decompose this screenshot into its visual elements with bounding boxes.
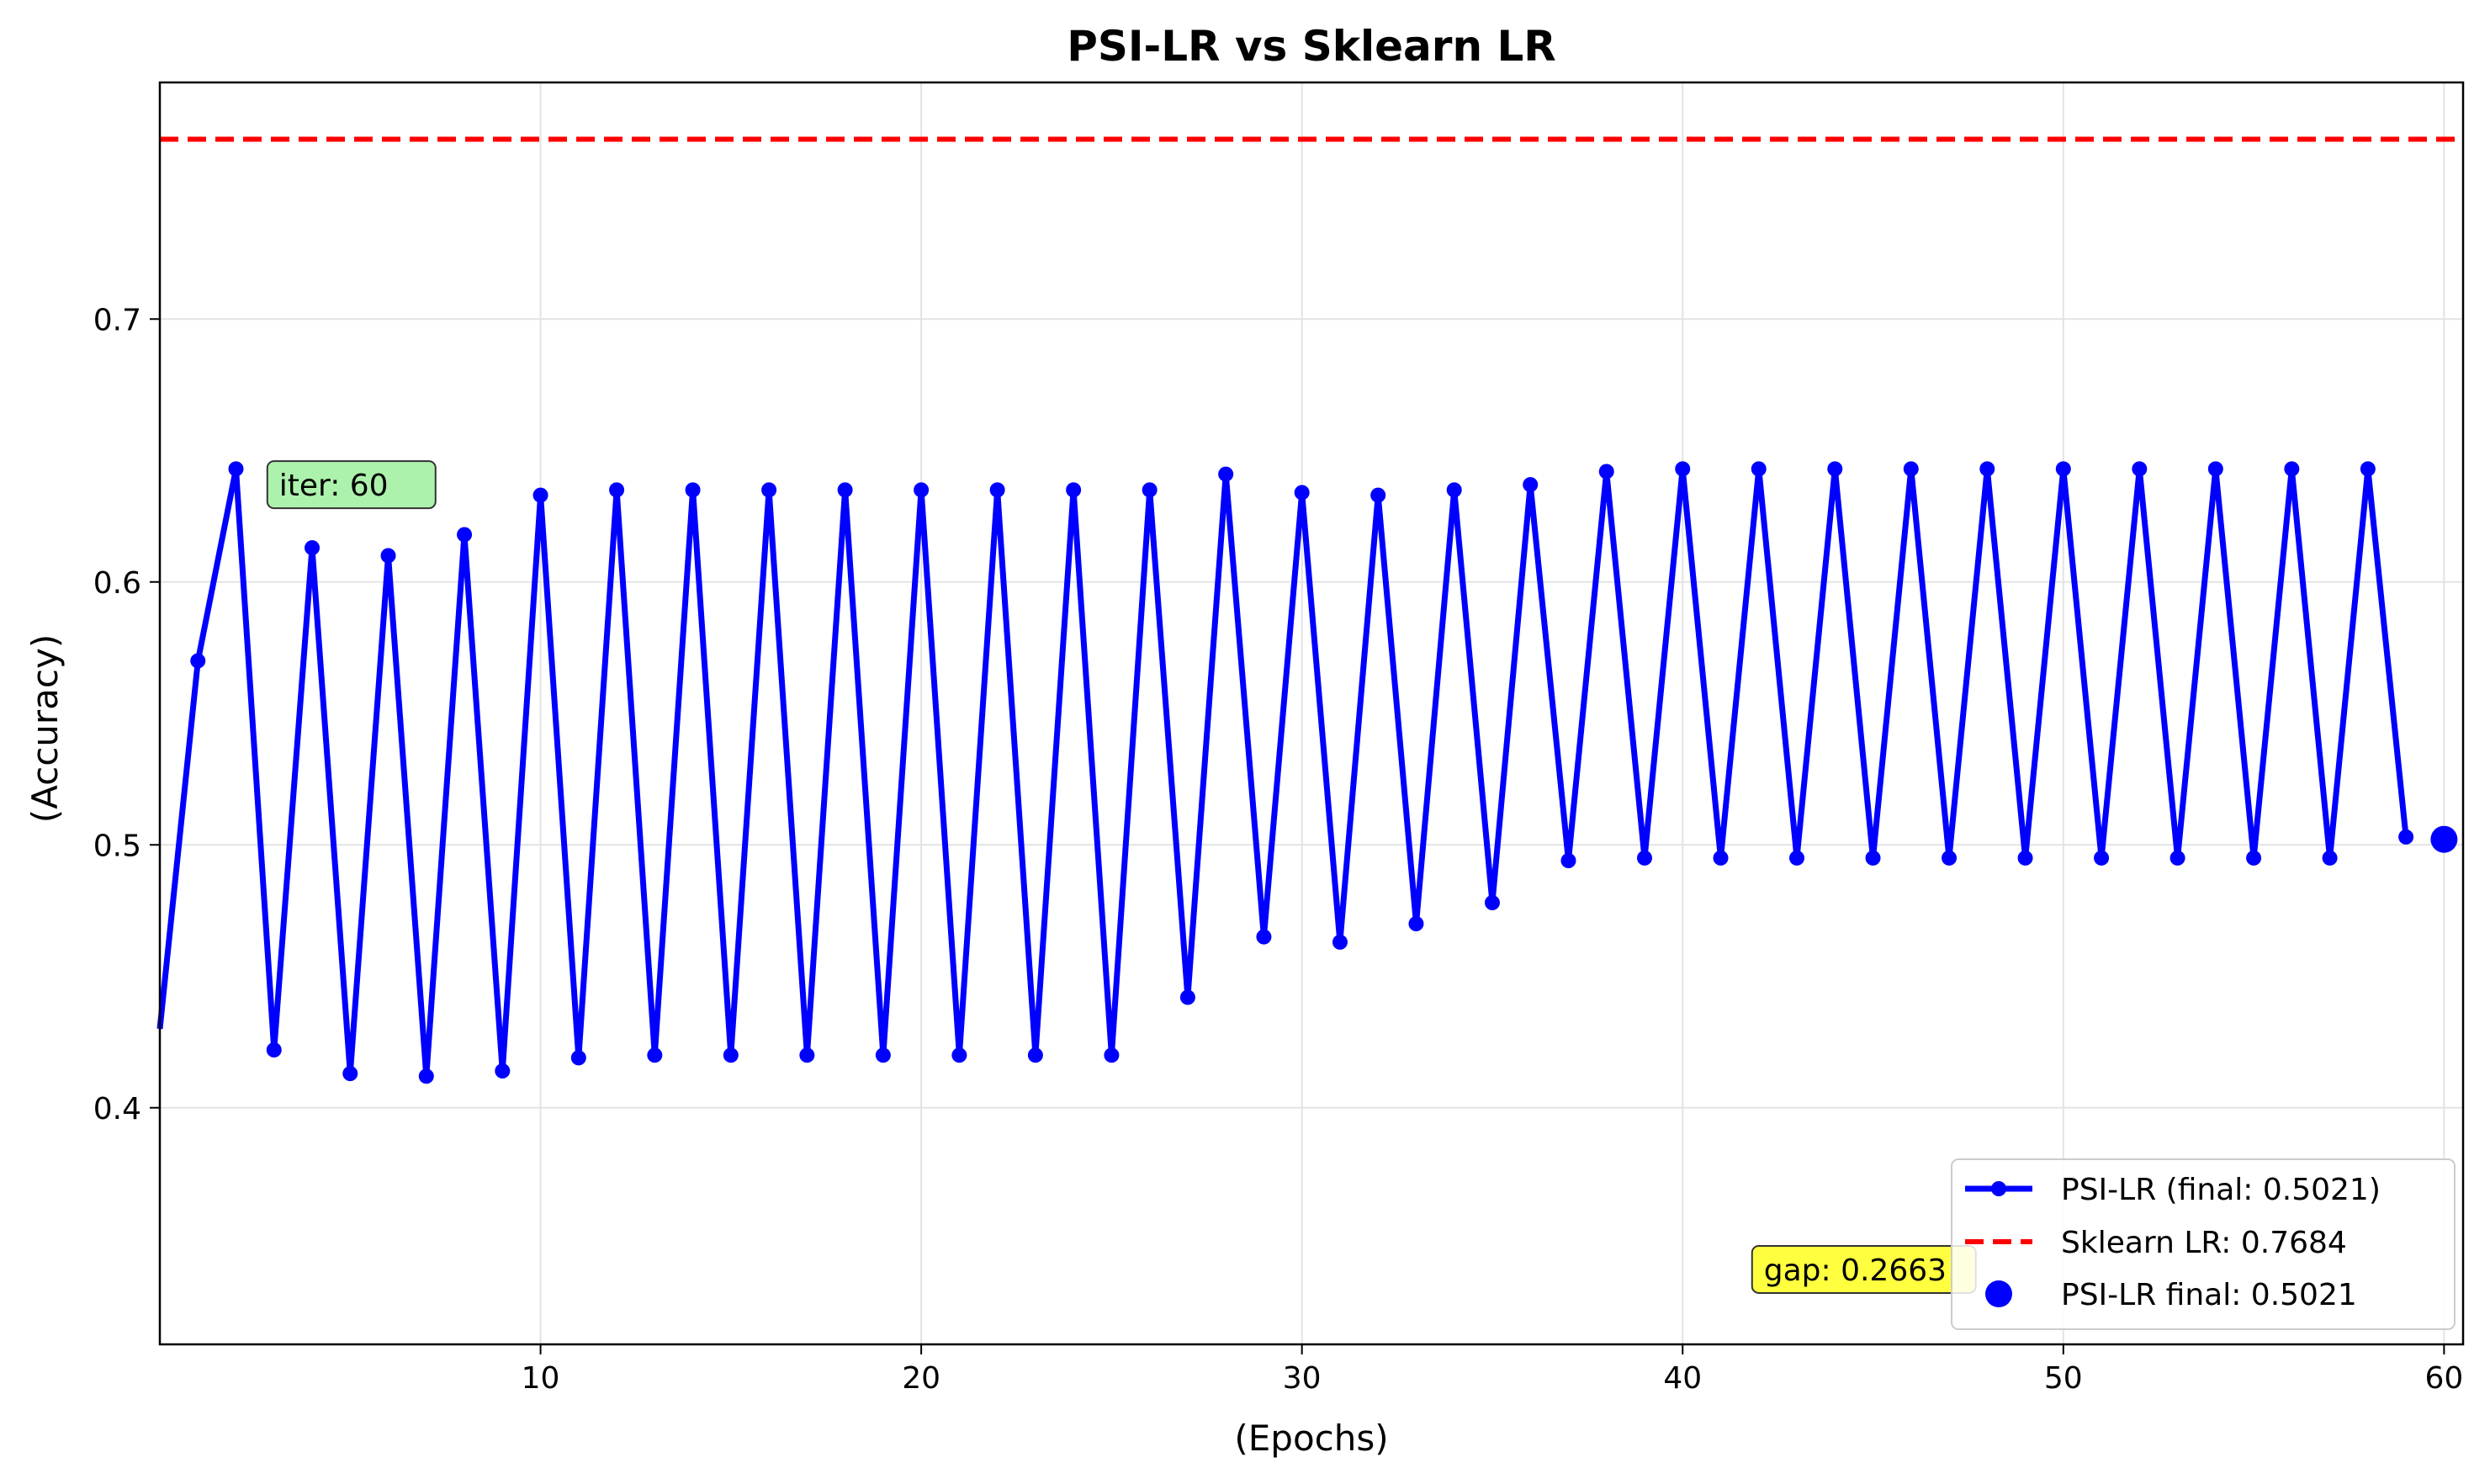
legend-label: PSI-LR (final: 0.5021) bbox=[2061, 1173, 2381, 1207]
annotation-box bbox=[266, 460, 437, 510]
psi-lr-point bbox=[685, 482, 701, 498]
psi-lr-point bbox=[1066, 482, 1082, 498]
annotation-text: iter: 60 bbox=[279, 469, 389, 503]
psi-lr-point bbox=[1636, 850, 1652, 866]
psi-lr-point bbox=[1027, 1047, 1043, 1063]
psi-lr-point bbox=[875, 1047, 891, 1063]
psi-lr-point bbox=[989, 482, 1005, 498]
psi-lr-point bbox=[305, 540, 321, 556]
psi-lr-point bbox=[914, 482, 930, 498]
psi-lr-point bbox=[1294, 485, 1310, 501]
legend-box bbox=[1951, 1158, 2456, 1330]
y-axis-label: (Accuracy) bbox=[24, 634, 66, 824]
x-tick-label: 60 bbox=[2424, 1361, 2463, 1396]
psi-lr-point bbox=[2284, 461, 2300, 477]
psi-lr-point bbox=[1789, 850, 1805, 866]
psi-lr-point bbox=[1179, 989, 1195, 1005]
psi-lr-point bbox=[190, 653, 206, 669]
x-tick-label: 10 bbox=[522, 1361, 560, 1396]
chart-title: PSI-LR vs Sklearn LR bbox=[1067, 22, 1556, 71]
psi-lr-point bbox=[2322, 850, 2338, 866]
psi-lr-point bbox=[2246, 850, 2262, 866]
psi-lr-point bbox=[2132, 461, 2148, 477]
psi-lr-point bbox=[1104, 1047, 1120, 1063]
psi-lr-point bbox=[2055, 461, 2071, 477]
x-tick-label: 40 bbox=[1663, 1361, 1702, 1396]
psi-lr-point bbox=[1218, 466, 1234, 482]
psi-lr-point bbox=[837, 482, 853, 498]
series-layer bbox=[156, 461, 2458, 1084]
x-tick-label: 50 bbox=[2044, 1361, 2083, 1396]
psi-lr-point bbox=[951, 1047, 967, 1063]
psi-lr-line bbox=[156, 468, 2409, 1077]
psi-lr-point bbox=[418, 1068, 434, 1084]
y-tick-label: 0.7 bbox=[93, 303, 141, 337]
annotation-text: gap: 0.2663 bbox=[1764, 1253, 1947, 1288]
psi-lr-point bbox=[2017, 850, 2033, 866]
psi-lr-point bbox=[2207, 461, 2223, 477]
psi-lr-point bbox=[1484, 895, 1500, 910]
psi-lr-final-point bbox=[2430, 825, 2458, 853]
x-axis-label: (Epochs) bbox=[1234, 1418, 1388, 1459]
psi-lr-point bbox=[1865, 850, 1881, 866]
y-tick-label: 0.6 bbox=[93, 566, 141, 601]
psi-lr-point bbox=[1332, 934, 1348, 950]
psi-lr-point bbox=[1560, 853, 1576, 868]
psi-lr-point bbox=[647, 1047, 663, 1063]
psi-lr-point bbox=[609, 482, 625, 498]
psi-lr-point bbox=[1370, 487, 1386, 503]
psi-lr-point bbox=[1446, 482, 1462, 498]
legend-label: Sklearn LR: 0.7684 bbox=[2061, 1226, 2347, 1260]
psi-lr-point bbox=[1142, 482, 1158, 498]
x-tick-label: 30 bbox=[1283, 1361, 1322, 1396]
psi-lr-point bbox=[495, 1063, 511, 1079]
psi-lr-point bbox=[342, 1066, 358, 1082]
ticks: 10 20 30 40 50 60 0.4 0.5 0.6 0.7 bbox=[93, 303, 2464, 1396]
psi-lr-point bbox=[723, 1047, 739, 1063]
legend-label: PSI-LR final: 0.5021 bbox=[2061, 1278, 2357, 1312]
psi-lr-point bbox=[2398, 829, 2414, 845]
psi-lr-point bbox=[1942, 850, 1958, 866]
psi-lr-point bbox=[380, 548, 396, 564]
psi-lr-point bbox=[266, 1042, 282, 1057]
psi-lr-point bbox=[1903, 461, 1919, 477]
y-tick-label: 0.5 bbox=[93, 829, 141, 863]
y-tick-label: 0.4 bbox=[93, 1092, 141, 1126]
x-tick-label: 20 bbox=[902, 1361, 940, 1396]
legend: PSI-LR (final: 0.5021) Sklearn LR: 0.7684… bbox=[1951, 1158, 2456, 1330]
plot-frame bbox=[158, 81, 2465, 1346]
psi-lr-point bbox=[2360, 461, 2376, 477]
psi-lr-point bbox=[228, 461, 244, 477]
gap-annotation: gap: 0.2663 bbox=[1751, 1244, 1977, 1294]
psi-lr-point bbox=[799, 1047, 815, 1063]
psi-lr-point bbox=[532, 487, 548, 503]
legend-psi-lr-marker bbox=[1991, 1181, 2006, 1196]
psi-lr-point bbox=[761, 482, 777, 498]
psi-lr-point bbox=[1713, 850, 1729, 866]
psi-lr-point bbox=[1523, 477, 1539, 493]
psi-lr-point bbox=[570, 1050, 586, 1066]
psi-lr-point bbox=[1979, 461, 1995, 477]
psi-lr-point bbox=[1751, 461, 1767, 477]
iter-annotation: iter: 60 bbox=[266, 460, 437, 510]
psi-lr-point bbox=[1827, 461, 1843, 477]
psi-lr-point bbox=[2169, 850, 2185, 866]
legend-final-marker bbox=[1985, 1280, 2012, 1307]
psi-lr-point bbox=[1408, 916, 1424, 931]
psi-lr-point bbox=[1675, 461, 1691, 477]
annotations: iter: 60 gap: 0.2663 bbox=[266, 460, 1977, 1294]
psi-lr-point bbox=[2094, 850, 2110, 866]
psi-lr-point bbox=[457, 527, 473, 543]
psi-lr-point bbox=[1256, 929, 1272, 945]
psi-lr-point bbox=[1598, 464, 1614, 480]
